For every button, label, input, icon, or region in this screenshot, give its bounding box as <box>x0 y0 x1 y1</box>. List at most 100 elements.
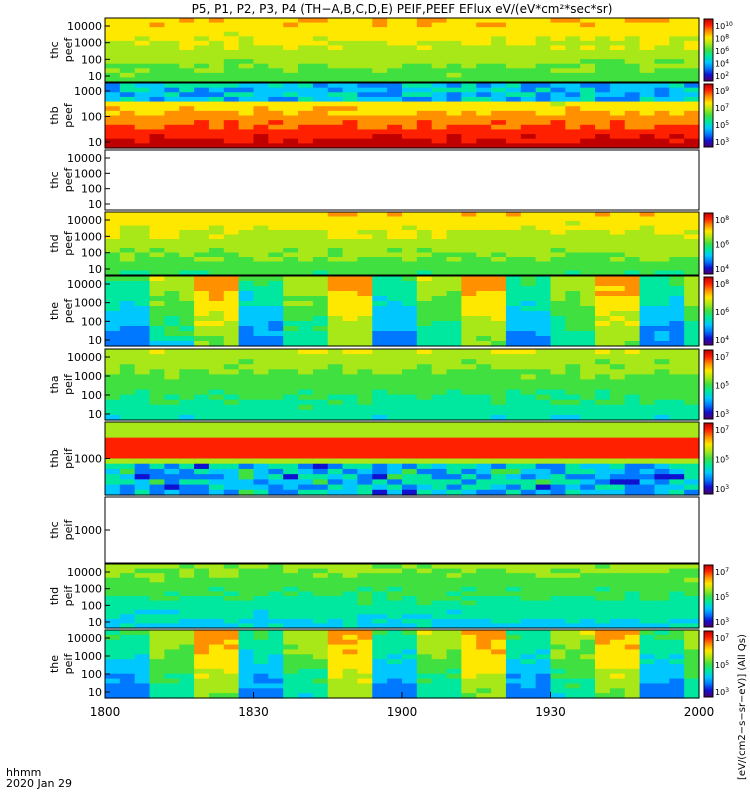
spectrogram-cell <box>342 341 359 347</box>
spectrogram-cell <box>283 239 299 245</box>
spectrogram-cell <box>134 341 151 347</box>
spectrogram-cell <box>387 394 403 401</box>
spectrogram-cell <box>268 683 284 689</box>
spectrogram-cell <box>505 216 522 222</box>
spectrogram-cell <box>595 225 611 231</box>
spectrogram-cell <box>312 644 329 651</box>
spectrogram-cell <box>268 212 284 218</box>
spectrogram-cell <box>491 591 507 597</box>
spectrogram-cell <box>505 384 522 391</box>
spectrogram-cell <box>565 138 581 144</box>
spectrogram-cell <box>654 414 670 421</box>
spectrogram-cell <box>595 120 611 126</box>
spectrogram-cell <box>253 591 269 597</box>
spectrogram-cell <box>387 286 403 292</box>
spectrogram-cell <box>372 50 388 56</box>
spectrogram-cell <box>223 479 240 486</box>
spectrogram-cell <box>505 92 522 98</box>
spectrogram-cell <box>387 573 403 579</box>
spectrogram-cell <box>387 216 403 222</box>
spectrogram-cell <box>253 374 269 381</box>
spectrogram-cell <box>238 291 255 297</box>
spectrogram-cell <box>105 399 121 406</box>
spectrogram-cell <box>520 591 537 597</box>
spectrogram-cell <box>253 115 269 121</box>
spectrogram-cell <box>624 54 641 60</box>
spectrogram-cell <box>624 568 641 574</box>
spectrogram-cell <box>402 474 418 480</box>
spectrogram-cell <box>431 134 448 140</box>
spectrogram-cell <box>194 68 210 74</box>
spectrogram-cell <box>431 414 448 421</box>
spectrogram-cell <box>550 489 566 496</box>
spectrogram-cell <box>342 409 359 416</box>
spectrogram-cell <box>654 489 670 496</box>
spectrogram-cell <box>595 110 611 117</box>
spectrogram-cell <box>238 468 255 475</box>
spectrogram-cell <box>654 106 670 112</box>
spectrogram-cell <box>387 296 403 302</box>
spectrogram-cell <box>609 243 626 249</box>
spectrogram-cell <box>609 659 626 665</box>
spectrogram-cell <box>298 609 314 615</box>
spectrogram-cell <box>580 649 596 655</box>
spectrogram-cell <box>194 45 210 51</box>
spectrogram-cell <box>402 291 418 297</box>
spectrogram-cell <box>342 59 359 65</box>
spectrogram-cell <box>342 614 359 620</box>
spectrogram-cell <box>461 239 477 245</box>
spectrogram-cell <box>105 27 121 33</box>
spectrogram-cell <box>402 582 418 588</box>
spectrogram-cell <box>223 484 240 491</box>
spectrogram-cell <box>565 442 581 449</box>
spectrogram-cell <box>253 644 269 651</box>
spectrogram-cell <box>119 379 136 386</box>
spectrogram-cell <box>416 349 433 355</box>
spectrogram-cell <box>684 453 700 460</box>
spectrogram-cell <box>402 22 418 28</box>
panel-frame <box>104 211 700 276</box>
spectrogram-cell <box>149 427 165 434</box>
spectrogram-cell <box>491 316 507 322</box>
spectrogram-cell <box>505 374 522 381</box>
spectrogram-cell <box>208 564 225 570</box>
spectrogram-cell <box>550 384 566 391</box>
spectrogram-cell <box>208 316 225 322</box>
spectrogram-cell <box>446 311 462 317</box>
spectrogram-cell <box>550 252 566 258</box>
spectrogram-cell <box>520 239 537 245</box>
spectrogram-cell <box>505 359 522 365</box>
spectrogram-cell <box>402 106 418 112</box>
spectrogram-cell <box>535 448 552 454</box>
spectrogram-cell <box>312 212 329 218</box>
spectrogram-cell <box>580 389 596 396</box>
spectrogram-cell <box>164 399 180 406</box>
spectrogram-cell <box>298 291 314 297</box>
spectrogram-cell <box>357 63 373 69</box>
spectrogram-cell <box>461 591 477 597</box>
spectrogram-cell <box>461 77 477 83</box>
spectrogram-cell <box>105 442 121 449</box>
spectrogram-cell <box>416 138 433 144</box>
spectrogram-cell <box>268 394 284 401</box>
spectrogram-cell <box>298 63 314 69</box>
spectrogram-cell <box>342 143 359 149</box>
spectrogram-cell <box>491 693 507 699</box>
spectrogram-cell <box>312 399 329 406</box>
spectrogram-cell <box>149 225 165 231</box>
spectrogram-cell <box>476 586 492 593</box>
spectrogram-cell <box>342 484 359 491</box>
spectrogram-cell <box>283 639 299 646</box>
spectrogram-cell <box>357 614 373 620</box>
spectrogram-cell <box>461 623 477 629</box>
spectrogram-cell <box>179 639 195 646</box>
spectrogram-cell <box>416 654 433 660</box>
spectrogram-cell <box>461 394 477 401</box>
spectrogram-cell <box>327 326 344 332</box>
spectrogram-cell <box>520 143 537 149</box>
spectrogram-cell <box>253 316 269 322</box>
spectrogram-cell <box>609 27 626 33</box>
spectrogram-cell <box>565 384 581 391</box>
spectrogram-cell <box>595 354 611 360</box>
spectrogram-cell <box>402 448 418 454</box>
